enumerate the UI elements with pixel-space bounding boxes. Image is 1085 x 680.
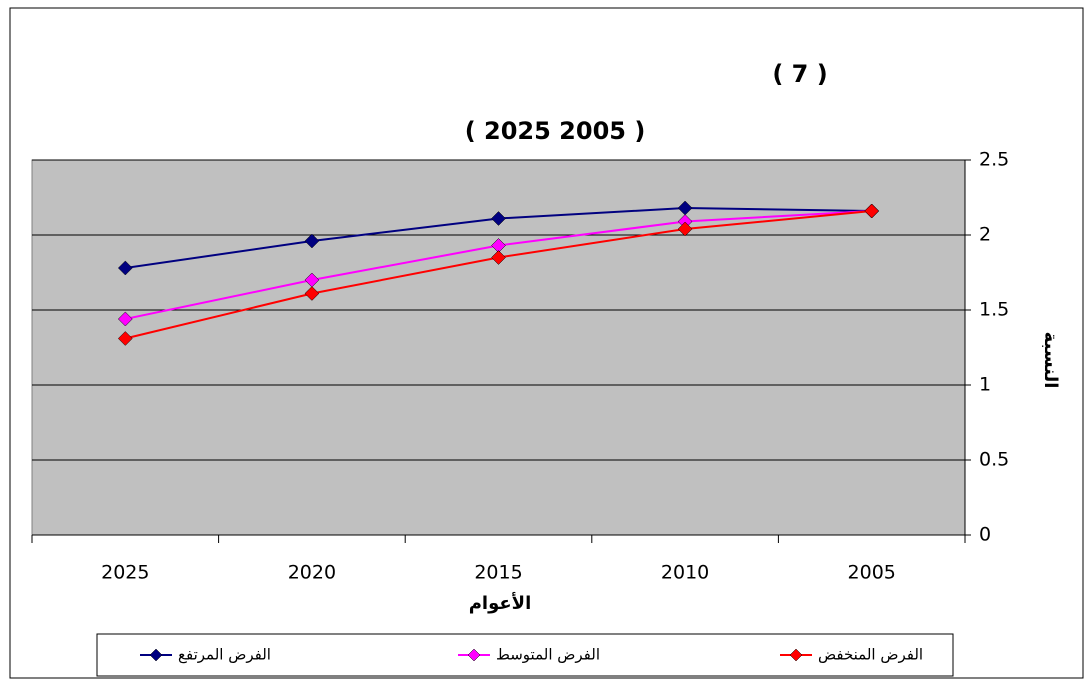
legend-label: الفرض المنخفض bbox=[818, 646, 923, 664]
y-tick-label: 0 bbox=[979, 524, 991, 546]
chart-title: ( 7 ) bbox=[772, 60, 827, 88]
x-axis-label: الأعوام bbox=[469, 592, 532, 614]
legend-marker bbox=[789, 648, 803, 662]
y-tick-label: 2.5 bbox=[979, 149, 1009, 171]
x-tick-label: 2005 bbox=[848, 562, 896, 584]
point bbox=[491, 250, 506, 265]
point bbox=[304, 233, 320, 249]
y-tick-label: 1 bbox=[979, 374, 991, 396]
legend-marker bbox=[149, 648, 163, 662]
y-axis-label: النسبة bbox=[1040, 332, 1061, 389]
point bbox=[864, 203, 880, 219]
y-tick-label: 2 bbox=[979, 224, 991, 246]
point bbox=[491, 211, 506, 226]
legend-label: الفرض المتوسط bbox=[496, 646, 600, 664]
point bbox=[677, 221, 693, 237]
x-tick-label: 2010 bbox=[661, 562, 709, 584]
point bbox=[117, 311, 133, 327]
x-tick-label: 2025 bbox=[101, 562, 149, 584]
x-tick-label: 2020 bbox=[288, 562, 336, 584]
point bbox=[117, 260, 133, 276]
point bbox=[304, 286, 320, 301]
point bbox=[117, 331, 133, 346]
legend-label: الفرض المرتفع bbox=[178, 646, 271, 664]
chart-subtitle: ( 2025 2005 ) bbox=[465, 117, 646, 145]
y-tick-label: 0.5 bbox=[979, 449, 1009, 471]
x-tick-label: 2015 bbox=[474, 562, 522, 584]
legend-marker bbox=[467, 648, 481, 662]
y-tick-label: 1.5 bbox=[979, 299, 1009, 321]
